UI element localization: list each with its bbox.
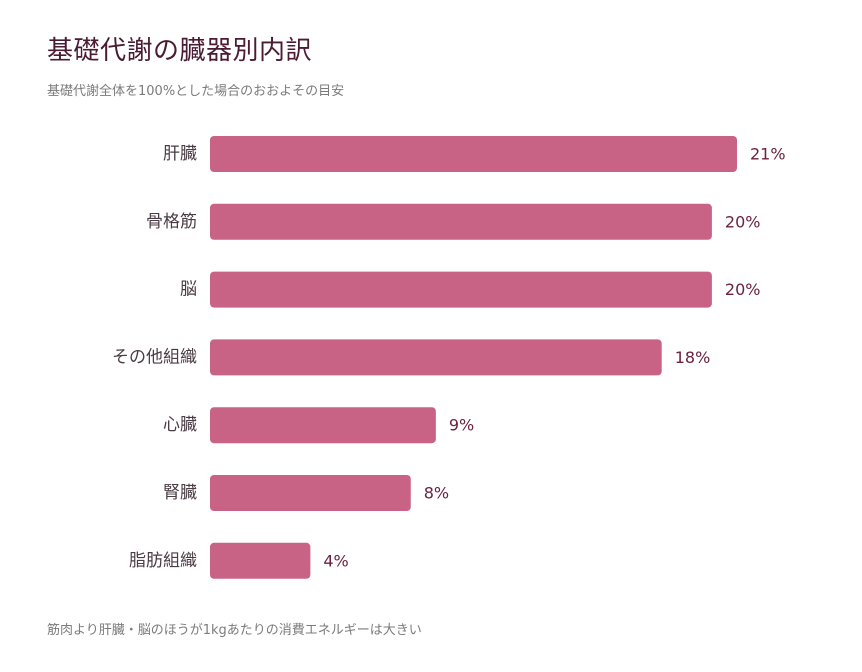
value-label-6: 4% bbox=[323, 551, 348, 570]
category-label-4: 心臓 bbox=[163, 415, 197, 435]
value-label-4: 9% bbox=[449, 416, 474, 435]
value-label-0: 21% bbox=[750, 145, 786, 164]
bar-0 bbox=[210, 136, 737, 172]
category-label-6: 脂肪組織 bbox=[129, 551, 197, 571]
chart-title: 基礎代謝の臓器別内訳 bbox=[47, 36, 313, 66]
category-label-5: 腎臓 bbox=[163, 483, 197, 503]
category-label-1: 骨格筋 bbox=[146, 212, 197, 232]
category-label-3: その他組織 bbox=[112, 347, 197, 367]
bar-5 bbox=[210, 475, 411, 511]
category-label-0: 肝臓 bbox=[163, 144, 197, 164]
bar-1 bbox=[210, 203, 712, 240]
chart-subtitle: 基礎代謝全体を100%とした場合のおおよその目安 bbox=[47, 84, 345, 99]
category-label-2: 脳 bbox=[180, 280, 197, 300]
chart-footnote: 筋肉より肝臓・脳のほうが1kgあたりの消費エネルギーは大きい bbox=[47, 623, 422, 638]
bar-6 bbox=[210, 542, 311, 579]
bar-2 bbox=[210, 271, 712, 308]
bar-3 bbox=[210, 339, 662, 376]
value-label-1: 20% bbox=[725, 212, 761, 231]
value-label-5: 8% bbox=[424, 484, 449, 503]
bar-4 bbox=[210, 407, 436, 444]
value-label-2: 20% bbox=[725, 280, 761, 299]
value-label-3: 18% bbox=[675, 348, 711, 367]
